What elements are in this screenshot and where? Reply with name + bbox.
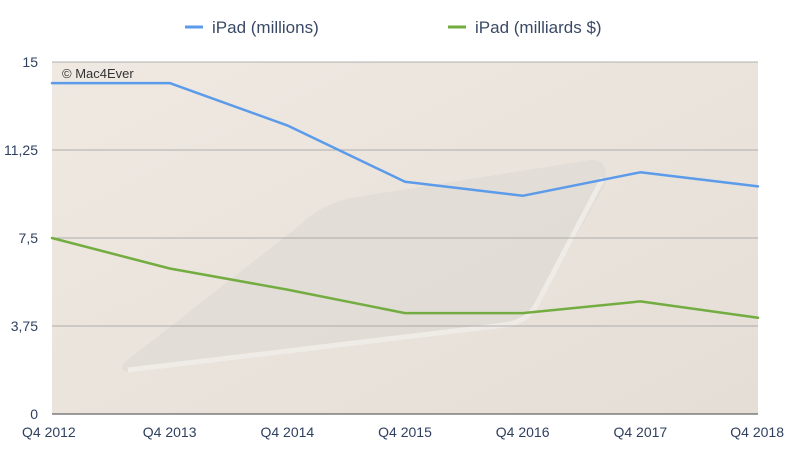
series-line-1	[50, 81, 760, 198]
legend: iPad (millions) iPad (milliards $)	[185, 18, 602, 37]
y-tick-label: 15	[22, 54, 38, 70]
background-tablet-image	[121, 159, 607, 373]
x-tick-label: Q4 2013	[143, 424, 197, 440]
legend-label-series-2: iPad (milliards $)	[475, 18, 602, 37]
y-tick-label: 3,75	[11, 318, 38, 334]
y-tick-label: 7,5	[19, 230, 39, 246]
series-lines	[50, 81, 760, 320]
x-tick-label: Q4 2018	[730, 424, 784, 440]
x-axis: Q4 2012 Q4 2013 Q4 2014 Q4 2015 Q4 2016 Q4 20…	[22, 424, 784, 440]
series-line-2	[50, 236, 760, 320]
x-tick-label: Q4 2012	[22, 424, 76, 440]
x-tick-label: Q4 2015	[378, 424, 432, 440]
x-tick-label: Q4 2014	[260, 424, 314, 440]
y-tick-label: 11,25	[4, 142, 38, 158]
y-tick-label: 0	[30, 406, 38, 422]
grid	[52, 61, 758, 415]
x-tick-label: Q4 2016	[496, 424, 550, 440]
x-tick-label: Q4 2017	[613, 424, 667, 440]
watermark-text: © Mac4Ever	[62, 66, 134, 81]
y-axis: 0 3,75 7,5 11,25 15	[4, 54, 38, 422]
legend-label-series-1: iPad (millions)	[212, 18, 319, 37]
